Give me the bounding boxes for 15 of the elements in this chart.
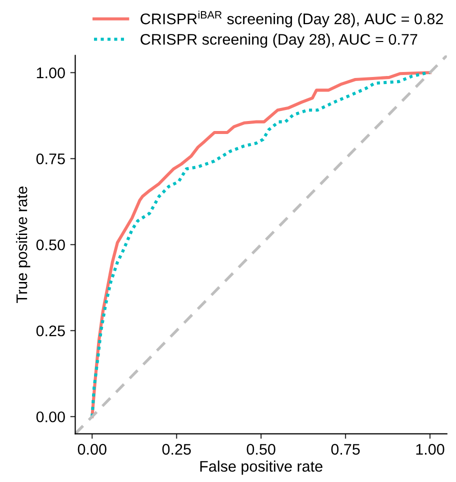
x-tick-label: 1.00 xyxy=(416,444,444,455)
legend-label: CRISPR$^{iBAR}$ screening (Day 28), AUC = 0.82 xyxy=(140,10,443,28)
y-tick-label: 0.75 xyxy=(36,153,65,164)
x-axis-title: False positive rate xyxy=(200,460,322,475)
y-tick-label: 0.00 xyxy=(36,411,65,422)
x-tick-label: 0.25 xyxy=(162,444,191,455)
x-tick-label: 0.75 xyxy=(331,444,360,455)
y-axis-title: True positive rate xyxy=(16,186,30,303)
y-tick-label: 0.50 xyxy=(36,239,65,250)
line-series xyxy=(90,71,432,418)
y-tick-label: 1.00 xyxy=(36,67,65,78)
legend-label: CRISPR screening (Day 28), AUC = 0.77 xyxy=(140,34,418,48)
x-tick-label: 0.50 xyxy=(246,444,276,455)
x-tick-label: 0.00 xyxy=(78,444,106,455)
y-tick-label: 0.25 xyxy=(36,325,65,336)
